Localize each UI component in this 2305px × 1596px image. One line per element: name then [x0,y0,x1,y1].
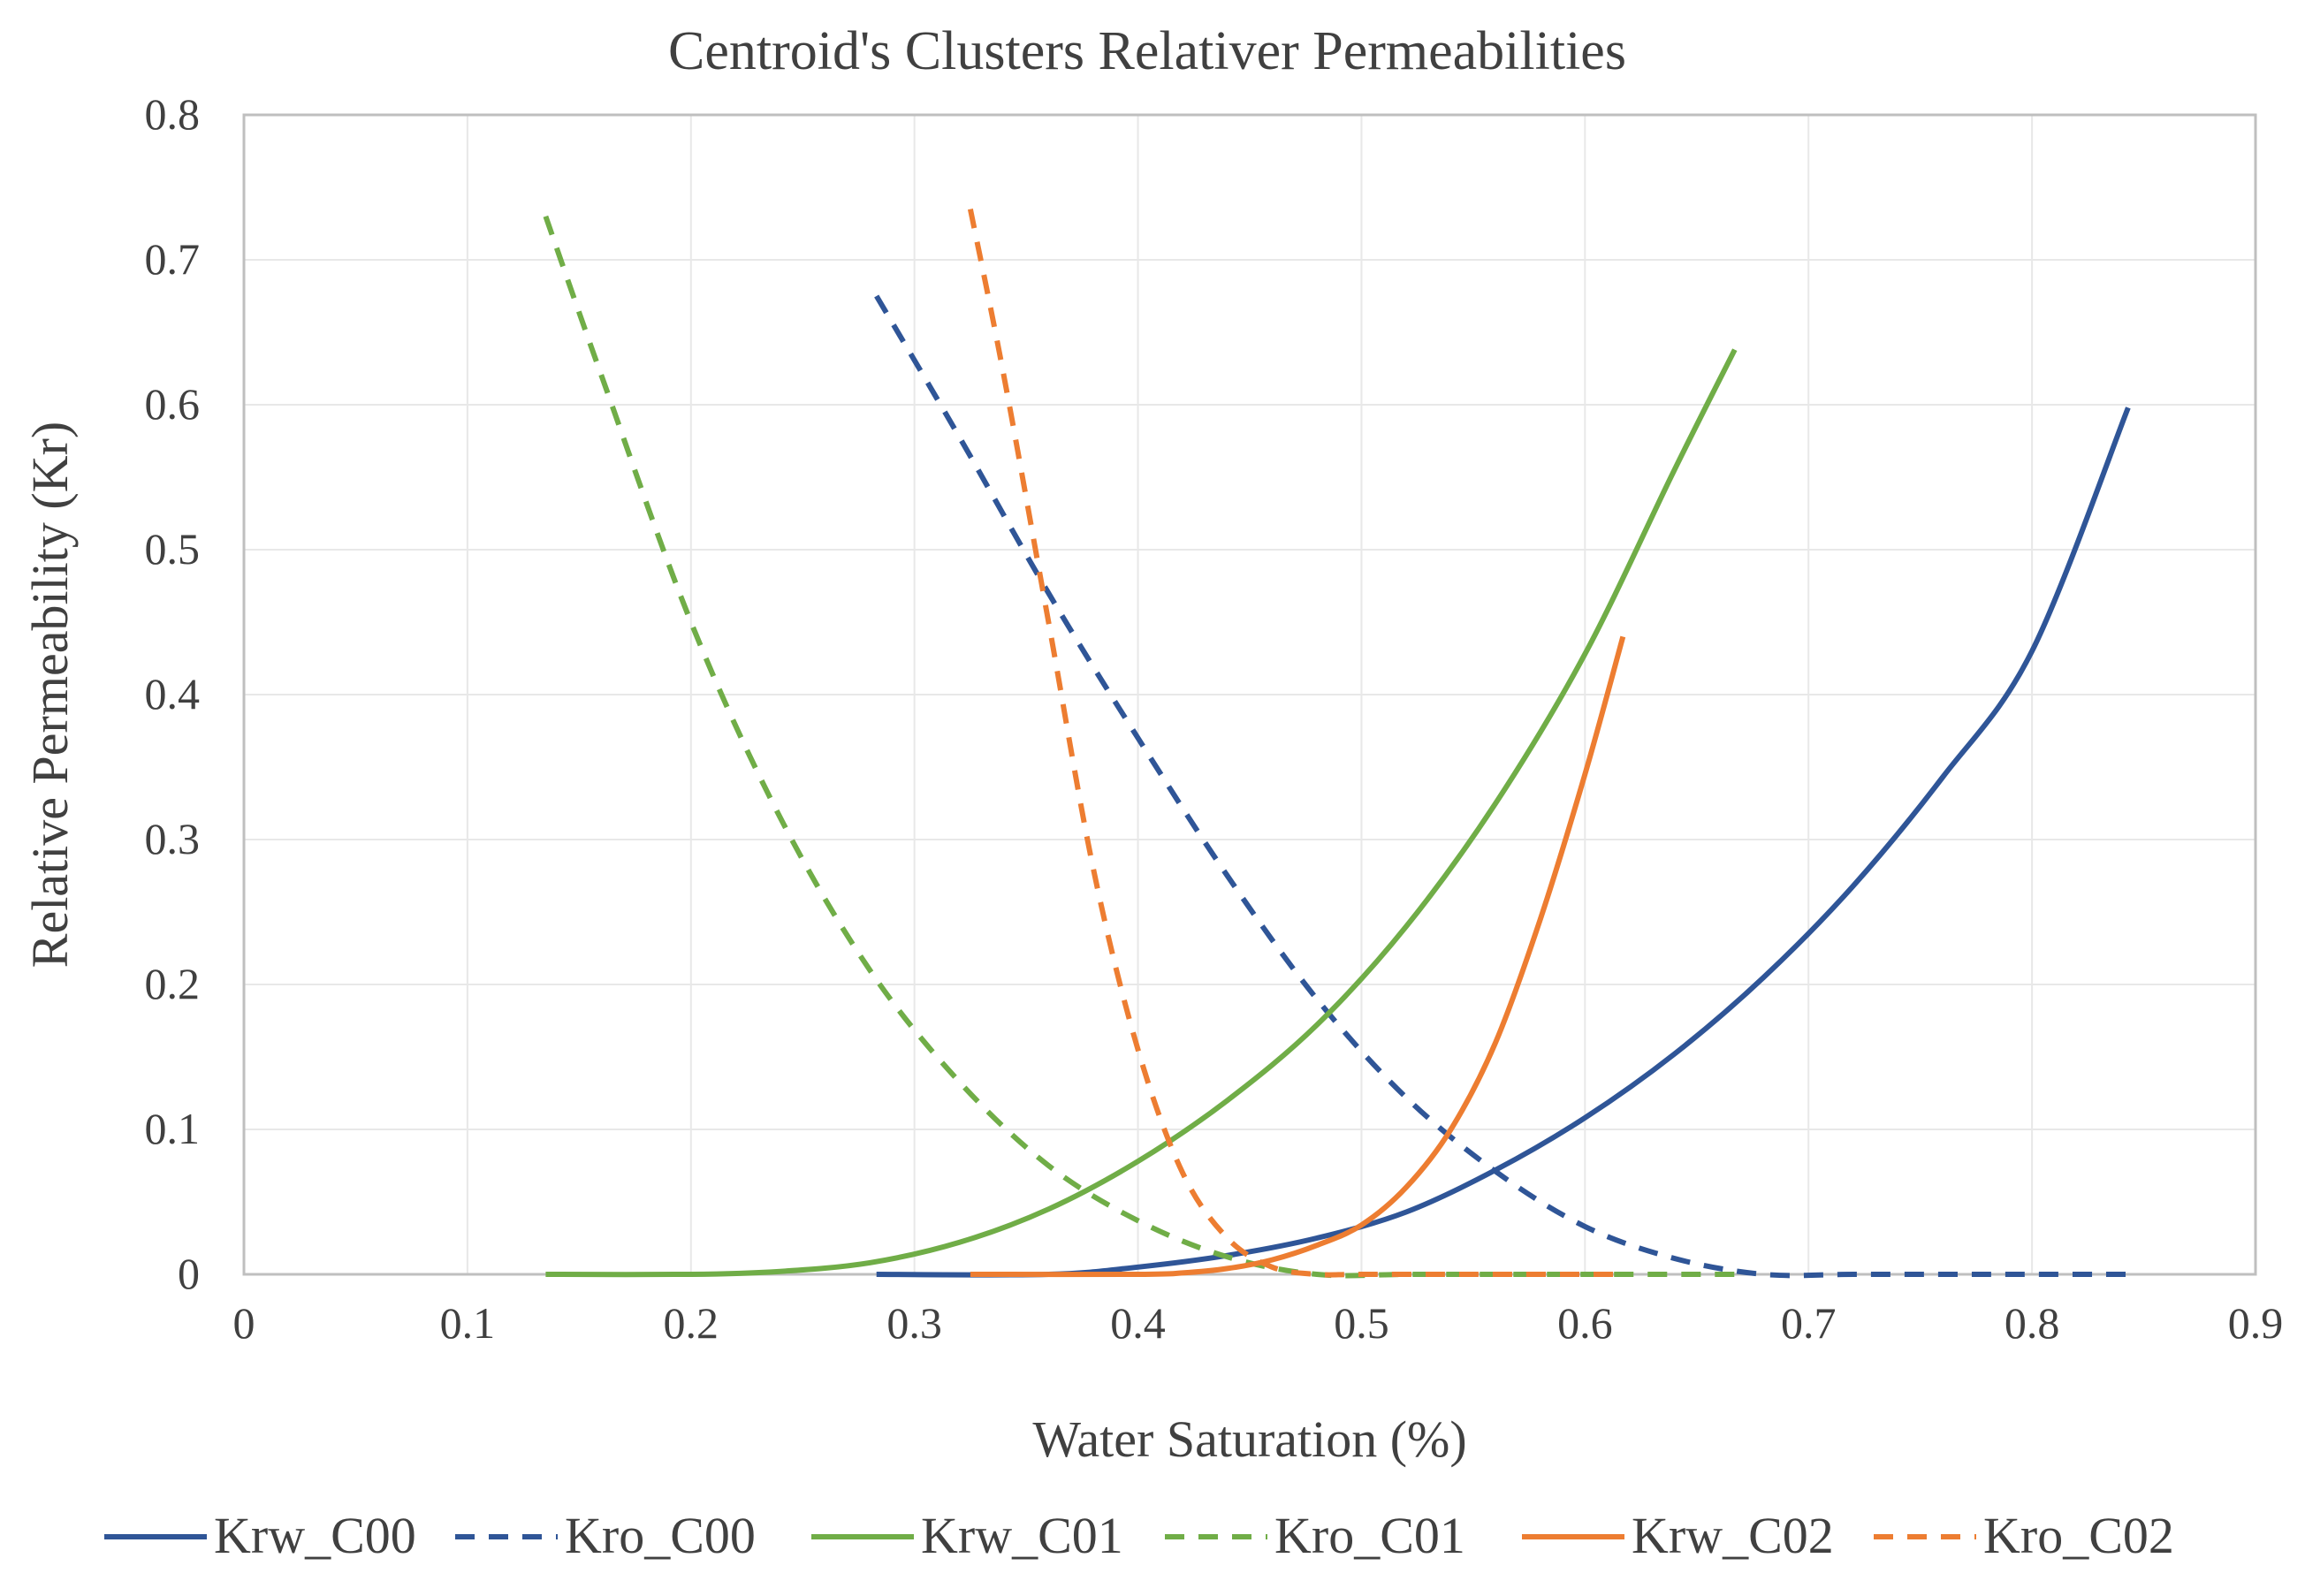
y-tick-label: 0.8 [145,89,201,139]
grid [243,114,2256,1275]
x-tick-label: 0.4 [1110,1298,1166,1348]
legend: Krw_C00 Kro_C00 Krw_C01 Kro_C01 Krw_C02 Kro_C… [104,1507,2174,1564]
y-tick-label: 0.2 [145,959,201,1008]
series-layer [543,209,2131,1279]
chart-title: Centroid's Clusters Relativer Permeabili… [668,21,1626,81]
series-line-kro-c02 [967,209,1624,1278]
legend-label-krw-c00: Krw_C00 [214,1507,416,1564]
x-tick-label: 0.6 [1557,1298,1613,1348]
series-line-krw-c00 [876,407,2131,1278]
x-tick-label: 0.5 [1334,1298,1389,1348]
x-tick-label: 0.7 [1781,1298,1837,1348]
series-line-kro-c00 [874,294,2128,1279]
y-tick-label: 0.4 [145,669,201,718]
legend-label-krw-c01: Krw_C01 [921,1507,1123,1564]
x-tick-label: 0.8 [2005,1298,2060,1348]
y-tick-label: 0.5 [145,524,201,574]
y-tick-labels: 0 0.1 0.2 0.3 0.4 0.5 0.6 0.7 0.8 [145,89,201,1298]
y-tick-label: 0.1 [145,1104,201,1153]
x-tick-labels: 0 0.1 0.2 0.3 0.4 0.5 0.6 0.7 0.8 0.9 [233,1298,2284,1348]
x-tick-label: 0.3 [886,1298,942,1348]
series-line-krw-c02 [970,635,1626,1278]
y-axis-label: Relative Permeability (Kr) [21,422,79,968]
x-tick-label: 0.2 [664,1298,719,1348]
legend-label-kro-c01: Kro_C01 [1274,1507,1465,1564]
series-line-krw-c01 [545,348,1738,1278]
x-tick-label: 0 [233,1298,255,1348]
x-axis-label: Water Saturation (%) [1032,1410,1466,1468]
legend-label-kro-c00: Kro_C00 [565,1507,756,1564]
y-tick-label: 0.7 [145,234,201,284]
x-tick-label: 0.9 [2228,1298,2284,1348]
y-tick-label: 0.6 [145,379,201,429]
y-tick-label: 0 [178,1249,200,1298]
legend-label-kro-c02: Kro_C02 [1983,1507,2174,1564]
plot-area-border [242,113,2257,1276]
x-tick-label: 0.1 [440,1298,496,1348]
legend-label-krw-c02: Krw_C02 [1632,1507,1834,1564]
y-tick-label: 0.3 [145,814,201,863]
